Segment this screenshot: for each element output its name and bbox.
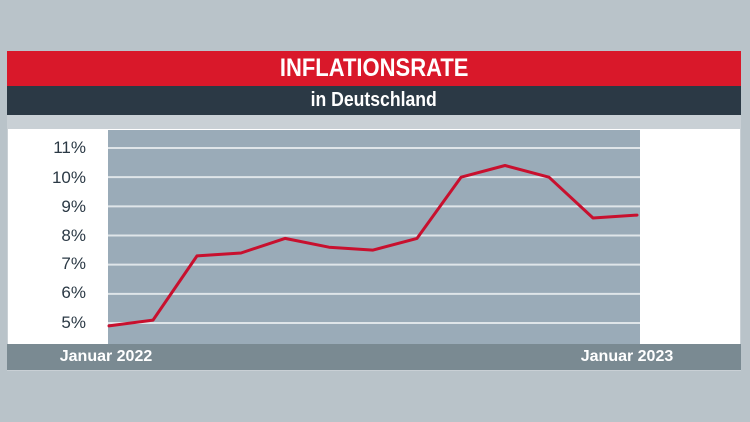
x-tick-label-end: Januar 2023: [580, 348, 674, 365]
x-axis-bar: [7, 344, 741, 370]
chart-title-bar: INFLATIONSRATE: [7, 51, 741, 86]
x-tick-label-start: Januar 2022: [59, 348, 153, 365]
chart-subtitle-bar: in Deutschland: [7, 86, 741, 115]
y-tick-label: 7%: [61, 254, 86, 273]
y-axis-labels: 11% 10% 9% 8% 7% 6% 5%: [8, 129, 108, 344]
chart-title: INFLATIONSRATE: [279, 54, 469, 82]
y-tick-label: 6%: [61, 283, 86, 302]
y-tick-label: 11%: [53, 138, 86, 157]
plot-area: [108, 130, 640, 344]
chart-subtitle: in Deutschland: [310, 89, 438, 111]
y-tick-label: 8%: [61, 226, 86, 245]
y-tick-label: 9%: [61, 197, 86, 216]
y-tick-label: 10%: [51, 168, 86, 187]
y-tick-label: 5%: [61, 313, 86, 332]
